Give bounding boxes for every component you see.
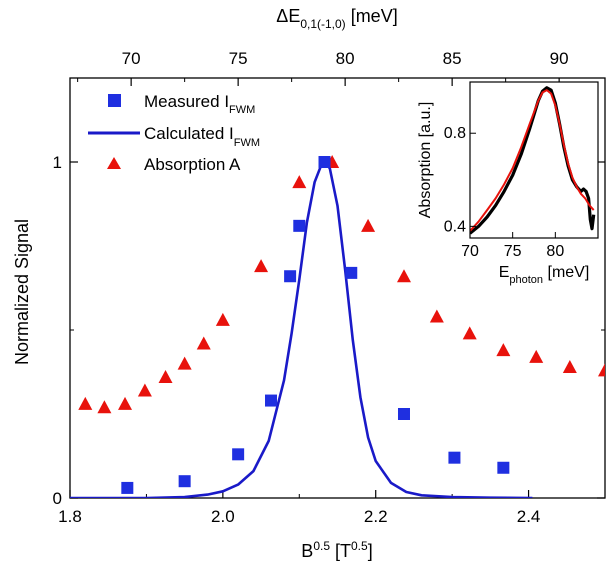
measured-point: [345, 266, 358, 279]
y-axis-label: Normalized Signal: [12, 219, 32, 365]
x-axis-label: B0.5 [T0.5]: [301, 539, 372, 561]
inset-x-label-suffix: [meV]: [543, 264, 589, 281]
main-plot-frame: [69, 77, 606, 499]
inset-frame: [469, 81, 599, 239]
legend-marker-measured: [108, 94, 121, 107]
x-tick-label: 2.4: [517, 507, 541, 526]
absorption-point: [292, 175, 307, 189]
measured-point: [397, 408, 410, 420]
measured-series: [121, 156, 510, 494]
legend-calculated-sub: FWM: [234, 137, 260, 149]
absorption-point: [429, 309, 444, 323]
x-tick-label: 2.0: [211, 507, 235, 526]
legend-label-measured: Measured IFWM: [144, 92, 255, 116]
absorption-point: [496, 343, 511, 357]
x-tick-label: 1.8: [58, 507, 82, 526]
inset-x-tick-label: 75: [504, 243, 522, 260]
top-tick-label: 75: [229, 49, 248, 68]
inset-fit-curve: [470, 89, 595, 232]
absorption-point: [361, 218, 376, 232]
absorption-point: [396, 269, 411, 283]
top-axis-label-suffix: [meV]: [346, 6, 398, 26]
top-tick-label: 85: [443, 49, 462, 68]
absorption-point: [254, 259, 269, 273]
absorption-point: [118, 396, 133, 410]
x-axis-label-unit-sup: 0.5: [351, 539, 368, 553]
x-tick-label: 2.2: [364, 507, 388, 526]
y-tick-label: 0: [53, 489, 62, 508]
top-axis-label: ΔE0,1(-1,0) [meV]: [276, 6, 397, 31]
measured-point: [284, 270, 297, 283]
calculated-curve: [70, 160, 533, 498]
measured-point: [232, 448, 245, 461]
legend-calculated-text: Calculated I: [144, 124, 234, 143]
inset-chart: 70 75 80 0.4 0.8 Absorption [a.u.] Ephoton […: [417, 81, 599, 286]
inset-x-label: Ephoton [meV]: [499, 264, 590, 286]
top-axis-label-prefix: ΔE: [276, 6, 300, 26]
top-tick-label: 80: [336, 49, 355, 68]
absorption-point: [158, 370, 173, 384]
absorption-point: [529, 349, 544, 363]
legend-measured-sub: FWM: [229, 104, 255, 116]
main-tick-labels: 1.8 2.0 2.2 2.4 0 1 70 75 80 85 90: [53, 49, 569, 526]
top-axis-label-sub: 0,1(-1,0): [300, 17, 345, 31]
legend-marker-absorption: [107, 157, 121, 169]
measured-point: [265, 394, 278, 407]
legend: Measured IFWM Calculated IFWM Absorption…: [88, 92, 260, 174]
measured-point: [448, 451, 461, 464]
absorption-point: [137, 383, 152, 397]
x-axis-label-unit-close: ]: [368, 541, 373, 561]
absorption-point: [215, 312, 230, 326]
inset-y-tick-label: 0.8: [444, 125, 466, 142]
absorption-point: [562, 359, 577, 373]
inset-y-label: Absorption [a.u.]: [417, 102, 434, 219]
absorption-point: [177, 356, 192, 370]
inset-tick-labels: 70 75 80 0.4 0.8: [444, 125, 565, 260]
inset-x-label-base: E: [499, 264, 510, 281]
legend-label-absorption: Absorption A: [144, 155, 241, 174]
absorption-point: [462, 326, 477, 340]
calculated-series: [70, 160, 533, 498]
inset-x-tick-label: 80: [546, 243, 564, 260]
inset-y-tick-label: 0.4: [444, 218, 466, 235]
x-axis-label-sup: 0.5: [313, 539, 330, 553]
absorption-point: [97, 400, 112, 414]
absorption-point: [78, 396, 93, 410]
measured-point: [178, 475, 191, 488]
inset-x-tick-label: 70: [461, 243, 479, 260]
absorption-point: [598, 363, 605, 377]
top-tick-label: 70: [122, 49, 141, 68]
measured-point: [497, 461, 510, 474]
x-axis-label-base: B: [301, 541, 313, 561]
inset-series: [470, 86, 596, 235]
measured-point: [121, 481, 134, 494]
measured-point: [293, 219, 306, 232]
measured-point: [318, 156, 331, 168]
y-tick-label: 1: [53, 153, 62, 172]
legend-measured-text: Measured I: [144, 92, 229, 111]
legend-label-calculated: Calculated IFWM: [144, 124, 260, 149]
x-axis-label-unit-open: [T: [330, 541, 351, 561]
inset-ticks: [469, 132, 556, 238]
absorption-point: [196, 336, 211, 350]
inset-x-label-sub: photon: [509, 274, 543, 286]
top-tick-label: 90: [550, 49, 569, 68]
